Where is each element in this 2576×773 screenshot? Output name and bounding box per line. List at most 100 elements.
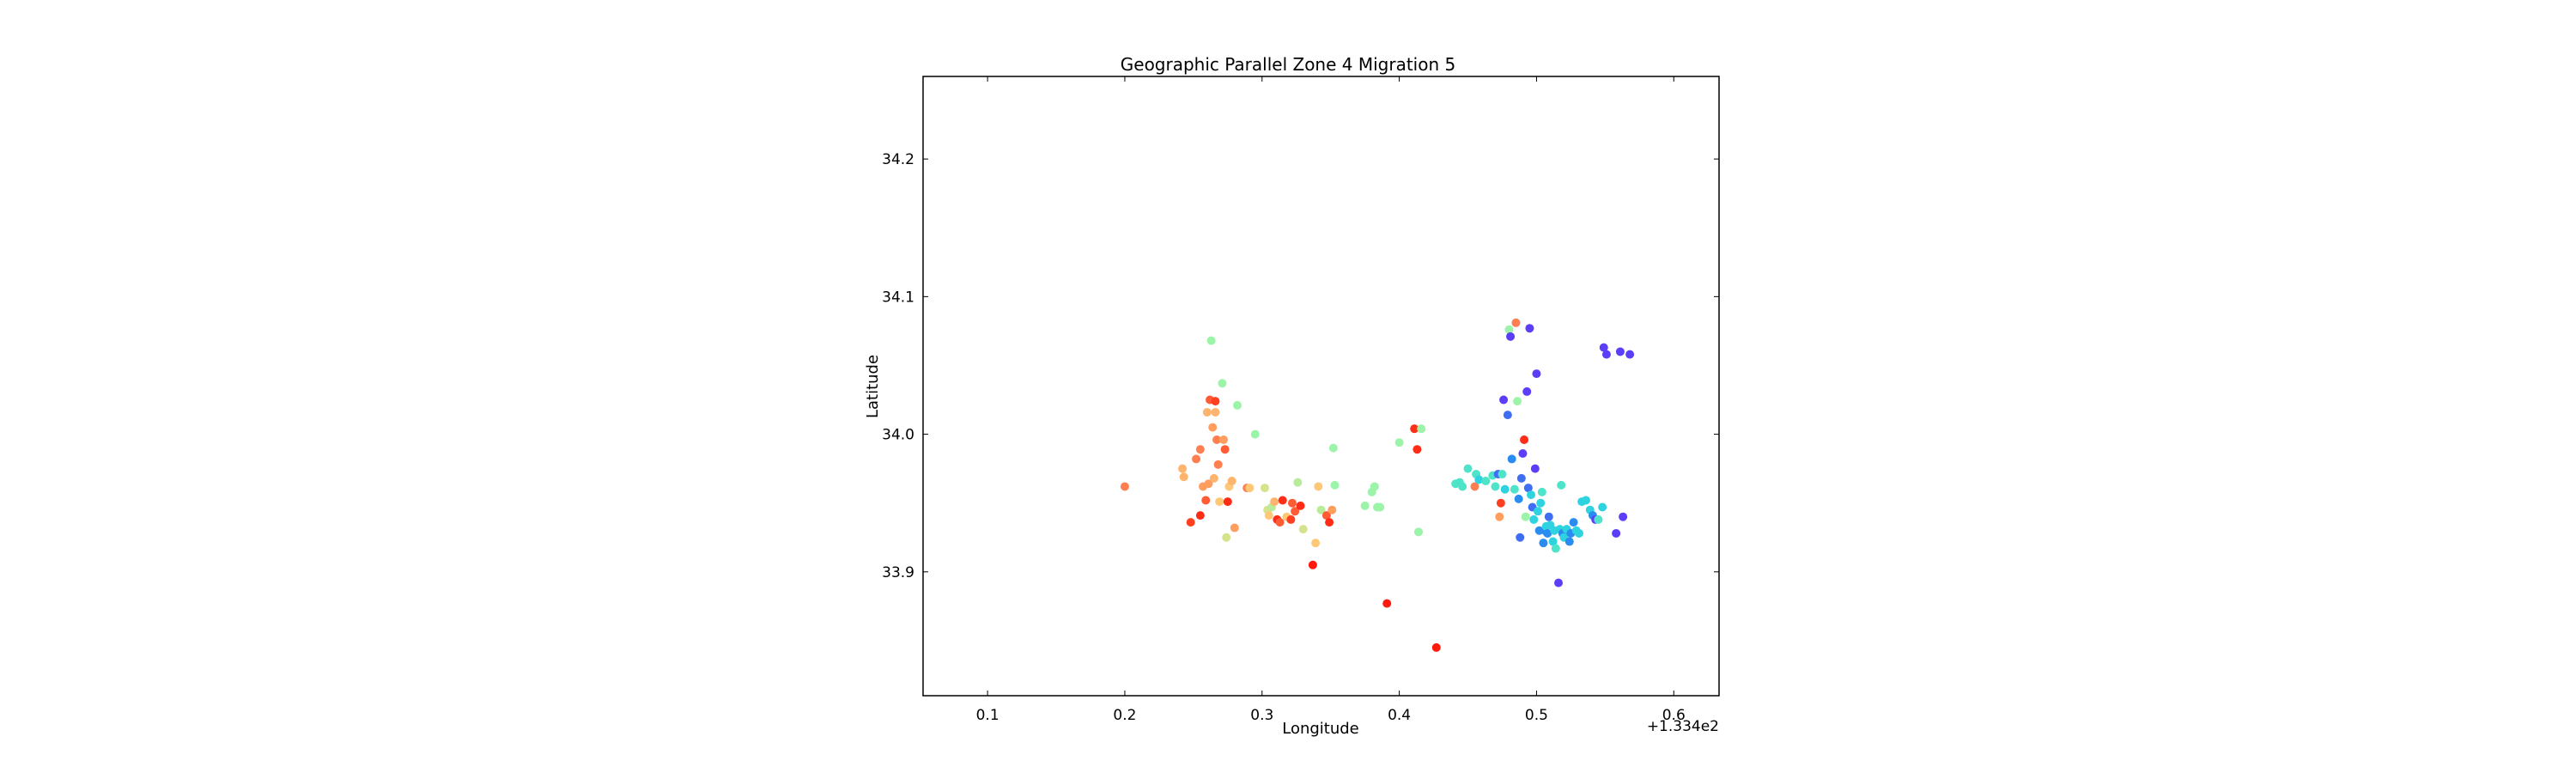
scatter-point	[1219, 435, 1229, 444]
scatter-point	[1286, 514, 1296, 524]
scatter-point	[1516, 533, 1525, 542]
x-axis: 0.1 0.2 0.3 0.4 0.5 0.6	[976, 76, 1686, 724]
scatter-point	[1325, 518, 1334, 527]
scatter-point	[1463, 464, 1473, 473]
scatter-point	[1201, 496, 1211, 505]
scatter-point	[1264, 511, 1273, 520]
scatter-point	[1513, 397, 1522, 406]
scatter-point	[1521, 512, 1530, 521]
scatter-point	[1270, 497, 1279, 507]
scatter-point	[1260, 484, 1269, 493]
scatter-point	[1458, 482, 1467, 491]
scatter-point	[1499, 395, 1509, 405]
scatter-point	[1275, 518, 1285, 527]
scatter-point	[1470, 482, 1479, 491]
scatter-point	[1516, 473, 1526, 483]
scatter-point	[1615, 347, 1625, 356]
scatter-point	[1410, 424, 1419, 434]
scatter-point	[1413, 527, 1423, 537]
scatter-point	[1544, 512, 1553, 521]
y-axis: 33.9 34.0 34.1 34.2	[882, 151, 1719, 581]
scatter-point	[1599, 343, 1608, 352]
scatter-point	[1202, 407, 1212, 417]
x-axis-label: Longitude	[1282, 720, 1359, 738]
scatter-point	[1308, 560, 1317, 569]
scatter-point	[1222, 533, 1231, 542]
scatter-point	[1278, 496, 1287, 505]
scatter-points	[1120, 318, 1635, 652]
scatter-point	[1328, 443, 1338, 453]
x-tick-label: 0.3	[1250, 707, 1273, 724]
scatter-point	[1529, 514, 1539, 524]
scatter-point	[1598, 502, 1607, 512]
scatter-point	[1564, 537, 1574, 546]
scatter-point	[1601, 350, 1611, 359]
y-tick-label: 34.2	[882, 151, 914, 168]
scatter-point	[1510, 484, 1519, 494]
scatter-point	[1495, 512, 1504, 521]
y-tick-label: 34.0	[882, 427, 914, 444]
scatter-point	[1514, 494, 1523, 503]
scatter-point	[1250, 429, 1260, 439]
scatter-point	[1209, 473, 1218, 483]
x-tick-label: 0.6	[1662, 707, 1686, 724]
scatter-point	[1520, 435, 1529, 444]
scatter-point	[1178, 464, 1188, 473]
x-tick-label: 0.1	[976, 707, 999, 724]
scatter-point	[1496, 498, 1505, 508]
x-tick-label: 0.5	[1525, 707, 1548, 724]
scatter-point	[1204, 479, 1213, 489]
scatter-point	[1330, 480, 1340, 490]
scatter-point	[1179, 472, 1188, 482]
scatter-point	[1291, 507, 1300, 516]
scatter-point	[1511, 318, 1521, 327]
scatter-point	[1474, 475, 1484, 484]
scatter-point	[1370, 482, 1379, 491]
scatter-point	[1619, 512, 1628, 521]
scatter-point	[1557, 480, 1566, 490]
scatter-point	[1625, 350, 1635, 359]
chart-title: Geographic Parallel Zone 4 Migration 5	[1121, 54, 1455, 75]
scatter-point	[1506, 332, 1516, 341]
scatter-point	[1543, 528, 1552, 538]
scatter-point	[1500, 484, 1510, 494]
x-axis-offset-label: +1.334e2	[1647, 718, 1719, 735]
scatter-point	[1539, 539, 1548, 548]
scatter-point	[1376, 502, 1385, 512]
scatter-point	[1227, 477, 1236, 486]
scatter-point	[1186, 518, 1195, 527]
y-axis-label: Latitude	[864, 355, 882, 418]
scatter-point	[1218, 379, 1227, 388]
scatter-point	[1287, 498, 1297, 508]
scatter-point	[1548, 537, 1558, 546]
scatter-point	[1223, 497, 1232, 507]
scatter-point	[1220, 445, 1230, 454]
y-tick-label: 33.9	[882, 564, 914, 581]
scatter-point	[1245, 484, 1255, 493]
scatter-point	[1212, 435, 1222, 444]
scatter-point	[1195, 511, 1205, 520]
scatter-point	[1569, 518, 1578, 527]
scatter-point	[1230, 523, 1239, 533]
scatter-point	[1554, 578, 1564, 587]
scatter-point	[1532, 369, 1541, 379]
scatter-point	[1298, 525, 1308, 534]
scatter-point	[1612, 528, 1621, 538]
scatter-point	[1321, 511, 1331, 520]
scatter-point	[1574, 528, 1583, 538]
scatter-point	[1594, 514, 1603, 524]
scatter-point	[1530, 464, 1540, 473]
scatter-point	[1327, 505, 1337, 514]
scatter-point	[1120, 482, 1129, 491]
scatter-point	[1551, 544, 1560, 553]
scatter-point	[1394, 438, 1404, 447]
scatter-point	[1523, 484, 1533, 493]
scatter-point	[1213, 460, 1223, 469]
scatter-point	[1215, 497, 1224, 507]
scatter-point	[1208, 423, 1218, 432]
scatter-point	[1382, 599, 1392, 608]
scatter-point	[1417, 424, 1426, 434]
scatter-point	[1311, 539, 1321, 548]
scatter-point	[1504, 325, 1514, 334]
